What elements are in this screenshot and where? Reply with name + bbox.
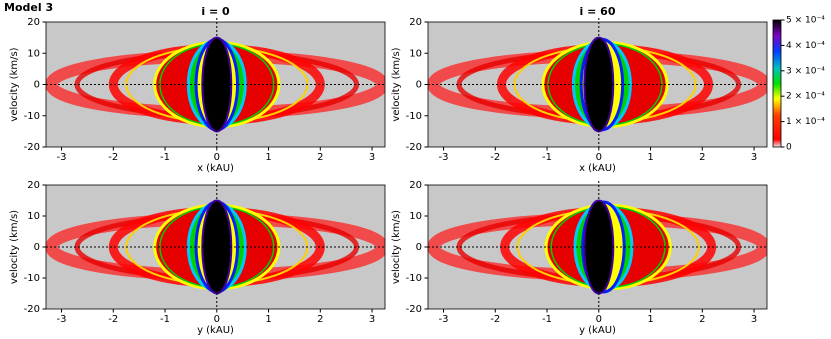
- x-tick-label: 2: [699, 314, 705, 325]
- colorbar-tick-label: 5 × 10⁻⁴: [786, 16, 825, 26]
- x-axis-label: y (kAU): [579, 325, 616, 336]
- chart-title: i = 60: [580, 5, 616, 18]
- colorbar-tick-label: 2 × 10⁻⁴: [786, 92, 825, 102]
- figure-title: Model 3: [4, 1, 53, 14]
- x-tick-label: 3: [751, 152, 757, 163]
- x-axis-label: y (kAU): [197, 325, 234, 336]
- x-tick-label: -3: [57, 314, 67, 325]
- x-tick-label: 2: [317, 152, 323, 163]
- x-tick-label: -3: [439, 314, 449, 325]
- x-tick-label: 0: [596, 152, 602, 163]
- y-tick-label: 0: [34, 80, 40, 91]
- x-tick-label: 3: [369, 314, 375, 325]
- x-tick-label: 1: [647, 314, 653, 325]
- x-tick-label: 2: [699, 152, 705, 163]
- heatmap: [428, 185, 767, 309]
- y-tick-label: -10: [406, 273, 422, 284]
- x-tick-label: 1: [265, 314, 271, 325]
- colorbar-tick-label: 0: [786, 143, 792, 153]
- y-tick-label: -20: [24, 304, 40, 315]
- y-tick-label: 10: [27, 211, 40, 222]
- y-tick-label: 20: [27, 180, 40, 191]
- y-tick-label: 0: [416, 80, 422, 91]
- x-tick-label: 0: [214, 314, 220, 325]
- y-axis-label: velocity (km/s): [9, 210, 20, 284]
- y-axis-label: velocity (km/s): [391, 47, 402, 121]
- x-tick-label: 0: [596, 314, 602, 325]
- y-axis-label: velocity (km/s): [9, 47, 20, 121]
- x-tick-label: -3: [439, 152, 449, 163]
- x-tick-label: 1: [647, 152, 653, 163]
- x-tick-label: -2: [490, 152, 500, 163]
- x-tick-label: 3: [751, 314, 757, 325]
- y-tick-label: 20: [409, 17, 422, 28]
- x-tick-label: -1: [542, 152, 552, 163]
- y-tick-label: -20: [24, 142, 40, 153]
- x-axis-label: x (kAU): [579, 163, 616, 174]
- y-tick-label: 20: [27, 17, 40, 28]
- x-tick-label: -1: [160, 152, 170, 163]
- chart-title: i = 0: [201, 5, 230, 18]
- x-axis-label: x (kAU): [197, 163, 234, 174]
- y-tick-label: 10: [27, 48, 40, 59]
- colorbar-tick-label: 1 × 10⁻⁴: [786, 117, 825, 127]
- y-tick-label: 20: [409, 180, 422, 191]
- y-tick-label: 0: [416, 242, 422, 253]
- x-tick-label: 3: [369, 152, 375, 163]
- x-tick-label: 1: [265, 152, 271, 163]
- y-tick-label: -20: [406, 142, 422, 153]
- x-tick-label: -3: [57, 152, 67, 163]
- colorbar-tick-label: 3 × 10⁻⁴: [786, 66, 825, 76]
- heatmap: [46, 22, 385, 147]
- y-tick-label: 10: [409, 48, 422, 59]
- x-tick-label: 0: [214, 152, 220, 163]
- x-tick-label: -1: [542, 314, 552, 325]
- colorbar: [772, 19, 782, 148]
- heatmap: [428, 22, 767, 147]
- heatmap: [46, 185, 385, 309]
- colorbar-tick-label: 4 × 10⁻⁴: [786, 41, 825, 51]
- x-tick-label: -1: [160, 314, 170, 325]
- y-tick-label: -10: [406, 111, 422, 122]
- y-tick-label: -20: [406, 304, 422, 315]
- y-tick-label: 10: [409, 211, 422, 222]
- x-tick-label: -2: [108, 152, 118, 163]
- y-tick-label: -10: [24, 111, 40, 122]
- x-tick-label: 2: [317, 314, 323, 325]
- x-tick-label: -2: [108, 314, 118, 325]
- x-tick-label: -2: [490, 314, 500, 325]
- y-tick-label: 0: [34, 242, 40, 253]
- y-axis-label: velocity (km/s): [391, 210, 402, 284]
- y-tick-label: -10: [24, 273, 40, 284]
